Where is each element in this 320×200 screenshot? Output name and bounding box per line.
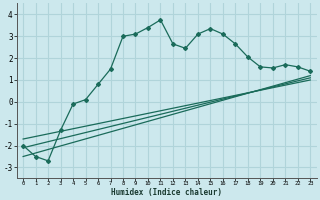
X-axis label: Humidex (Indice chaleur): Humidex (Indice chaleur): [111, 188, 222, 197]
